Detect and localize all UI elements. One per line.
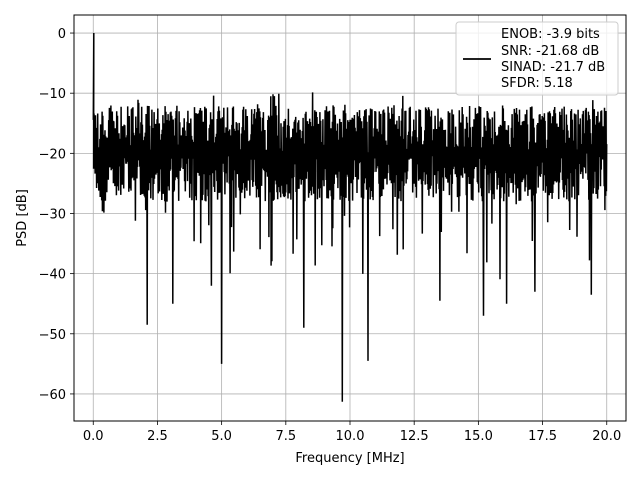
- psd-series-line: [92, 32, 608, 402]
- y-tick-label: 0: [58, 27, 66, 42]
- x-tick-label: 0.0: [83, 429, 104, 444]
- x-tick-label: 10.0: [336, 429, 365, 444]
- legend: ENOB: -3.9 bits SNR: -21.68 dB SINAD: -2…: [455, 21, 619, 96]
- y-axis: 0 −10 −20 −30 −40 −50 −60: [39, 27, 74, 403]
- x-tick-label: 2.5: [147, 429, 168, 444]
- y-tick-label: −60: [39, 388, 66, 403]
- legend-box: [455, 21, 619, 96]
- x-tick-label: 20.0: [592, 429, 621, 444]
- x-tick-label: 15.0: [464, 429, 493, 444]
- y-tick-label: −40: [39, 268, 66, 283]
- y-tick-label: −20: [39, 147, 66, 162]
- y-tick-label: −10: [39, 87, 66, 102]
- series-layer: [92, 32, 608, 402]
- legend-line-sinad: SINAD: -21.7 dB: [501, 60, 605, 75]
- x-tick-label: 12.5: [400, 429, 429, 444]
- y-tick-label: −30: [39, 207, 66, 222]
- x-axis: 0.0 2.5 5.0 7.5 10.0 12.5 15.0 17.5 20.0: [83, 421, 621, 444]
- x-axis-label: Frequency [MHz]: [295, 451, 404, 466]
- legend-line-enob: ENOB: -3.9 bits: [501, 27, 600, 42]
- x-tick-label: 17.5: [528, 429, 557, 444]
- legend-line-sfdr: SFDR: 5.18: [501, 76, 573, 91]
- x-tick-label: 5.0: [211, 429, 232, 444]
- y-axis-label: PSD [dB]: [15, 189, 30, 247]
- x-tick-label: 7.5: [275, 429, 296, 444]
- y-tick-label: −50: [39, 328, 66, 343]
- legend-line-snr: SNR: -21.68 dB: [501, 44, 599, 59]
